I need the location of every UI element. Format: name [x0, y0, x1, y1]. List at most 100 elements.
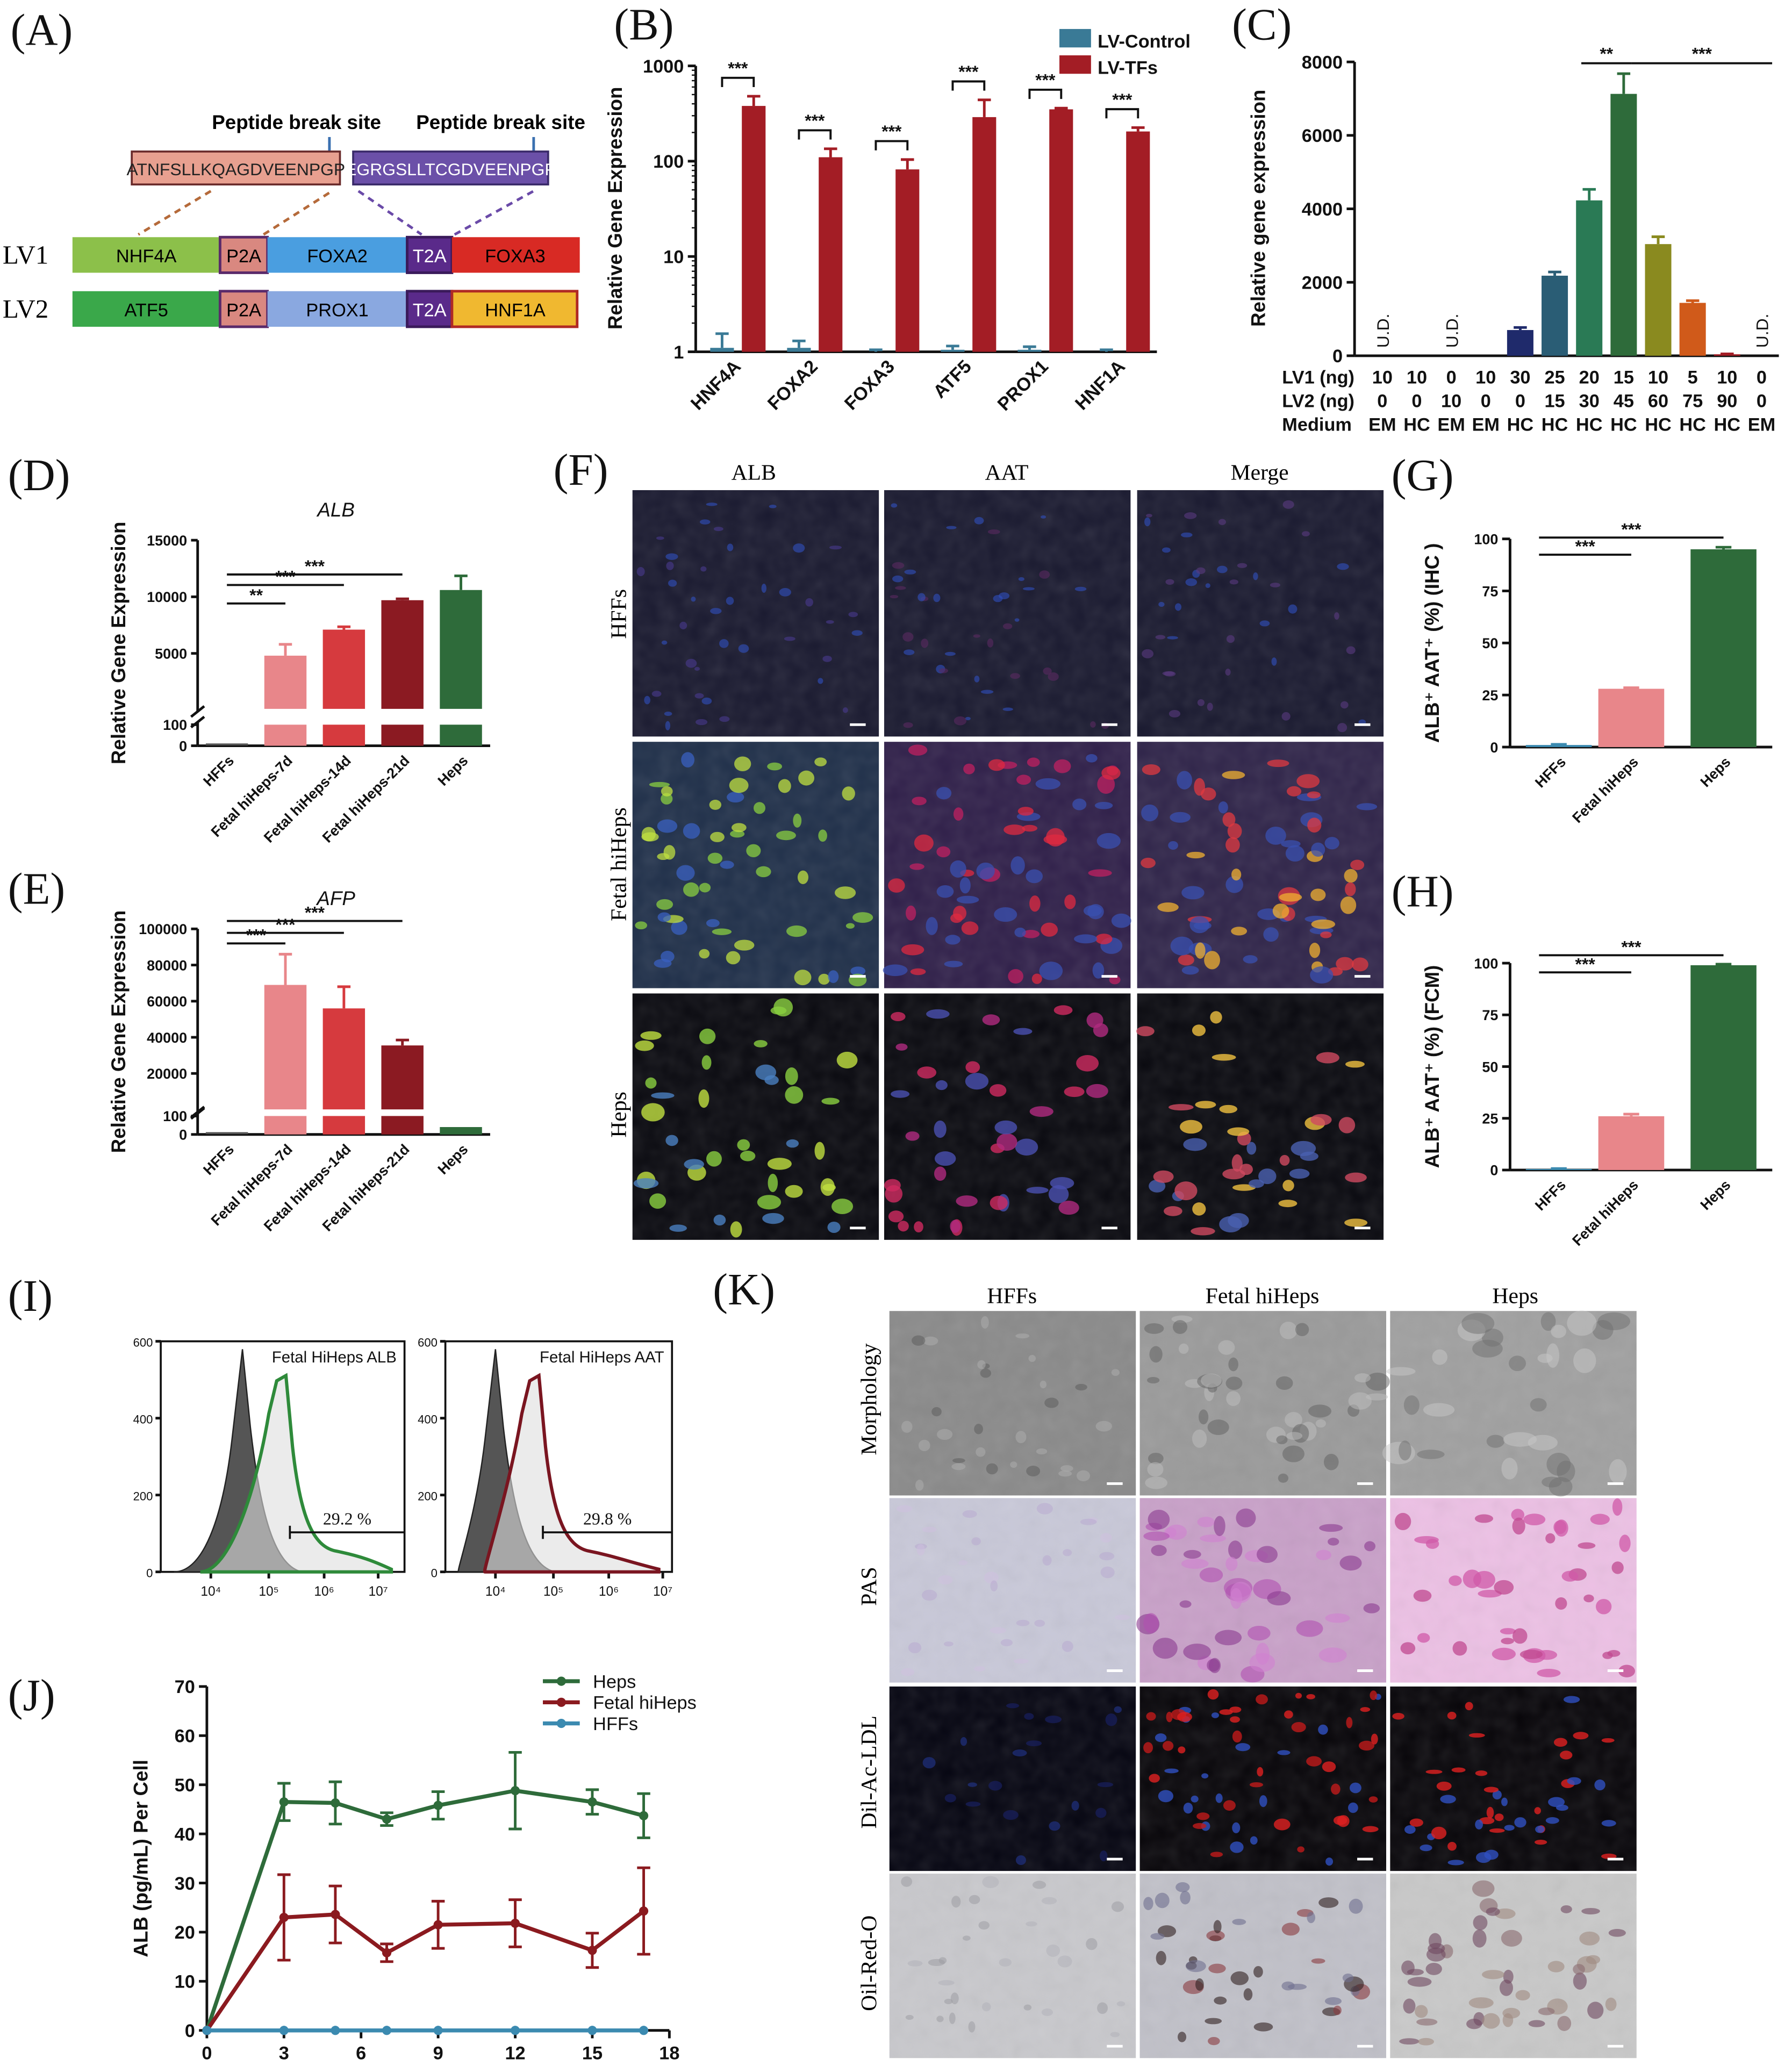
- chart-b-legend-swatch: [1059, 28, 1091, 48]
- panel-f-image-cell: [740, 1150, 756, 1161]
- chart-d: ALB 0 100 5000 10000 15000 Relative Gene Expre…: [107, 499, 490, 846]
- panel-k-image-cell: [1256, 1694, 1268, 1705]
- panel-f-image-cell: [1026, 1187, 1049, 1194]
- panel-f-image-cell: [767, 1158, 792, 1170]
- panel-k-image-cell: [1230, 1841, 1244, 1853]
- chart-c-y-label: Relative gene expression: [1247, 90, 1269, 327]
- panel-k-image-cell: [1503, 1969, 1514, 1984]
- panel-k: HFFs Fetal hiHeps Heps Morphology PAS Di…: [857, 1284, 1637, 2058]
- panel-f-image-cell: [768, 1173, 778, 1193]
- panel-k-image-cell: [1503, 1432, 1537, 1447]
- panel-f-image-cell: [936, 885, 954, 898]
- panel-f-image-cell: [713, 1214, 726, 1226]
- chart-i-y-tick-label: 400: [418, 1412, 438, 1426]
- panel-k-image-cell: [1156, 1950, 1166, 1965]
- panel-f-image-cell: [818, 678, 823, 684]
- panel-k-image-cell: [915, 1480, 924, 1491]
- panel-f-image-cell: [1197, 699, 1205, 706]
- panel-k-image-cell: [1205, 2018, 1222, 2025]
- panel-f-image-cell: [1239, 1164, 1253, 1175]
- panel-f-image-cell: [974, 516, 984, 525]
- panel-k-image-cell: [1152, 1638, 1178, 1659]
- panel-k-image-cell: [1594, 1779, 1605, 1791]
- panel-f-image-cell: [727, 543, 734, 551]
- panel-f-image-cell: [1310, 1114, 1332, 1126]
- panel-f-image-cell: [944, 960, 963, 967]
- panel-f-image-cell: [1015, 1138, 1038, 1156]
- chart-b-bar-control: [1017, 349, 1042, 352]
- panel-k-image-cell: [1110, 2032, 1120, 2038]
- panel-f-image-cell: [845, 923, 855, 929]
- chart-j-point: [382, 2026, 392, 2035]
- panel-f-image-cell: [1010, 856, 1025, 875]
- chart-j: 0102030405060700369121518Time (day)ALB (…: [130, 1672, 697, 2064]
- panel-k-image-cell: [1177, 2032, 1187, 2042]
- panel-k-image-cell: [1499, 1979, 1514, 1996]
- panel-f-image-cell: [1072, 798, 1087, 810]
- panel-f-image-cell: [1225, 837, 1240, 853]
- panel-k-image-cell: [1149, 1774, 1160, 1783]
- chart-b-significance-bracket: [875, 140, 909, 150]
- chart-j-x-tick-label: 15: [582, 2043, 603, 2064]
- chart-b-bar-control: [710, 348, 734, 352]
- panel-k-image-cell: [1200, 1373, 1222, 1388]
- panel-f-image-cell: [1178, 954, 1194, 966]
- lv2-segment: [267, 291, 407, 327]
- panel-f-image-cell: [685, 658, 697, 668]
- chartD-x-tick-label: HFFs: [200, 752, 237, 790]
- panel-f-image-cell: [1029, 895, 1041, 912]
- panel-f-image-cell: [1043, 667, 1052, 675]
- panel-k-image-cell: [1049, 1821, 1060, 1831]
- panel-f-image-cell: [726, 597, 734, 605]
- panel-f-image-cell: [936, 846, 951, 858]
- panel-k-image-cell: [1026, 1740, 1042, 1747]
- panel-k-image-cell: [1461, 1312, 1495, 1334]
- panel-f-image-cell: [699, 949, 710, 959]
- panel-f-image-cell: [1022, 587, 1035, 591]
- panel-f-image-cell: [710, 608, 722, 614]
- peptide-sequence-left: ATNFSLLKQAGDVEENPGP: [127, 160, 346, 179]
- panel-k-image-cell: [1198, 1409, 1209, 1425]
- panel-f-image-cell: [976, 862, 995, 880]
- panel-f-image-cell: [1092, 962, 1105, 979]
- panel-k-image-cell: [1473, 1915, 1488, 1931]
- panel-k-image-cell: [1178, 1746, 1186, 1754]
- panel-f-image-cell: [1344, 1218, 1368, 1227]
- panel-f-image-cell: [1346, 646, 1356, 655]
- panel-k-image-cell: [1581, 1907, 1600, 1914]
- panel-k-image-cell: [1199, 1567, 1223, 1583]
- chart-j-x-tick-label: 3: [279, 2043, 289, 2064]
- panel-k-image-cell: [1583, 1594, 1594, 1603]
- panel-k-image-cell: [1215, 1630, 1242, 1646]
- chart-b-legend-swatch: [1059, 55, 1091, 74]
- panel-k-image-cell: [1114, 1706, 1122, 1713]
- chart-h: 0 25 50 75 100 ALB⁺ AAT⁺ (%) (FCM) HFFs Fetal h…: [1421, 937, 1773, 1249]
- panel-k-image-cell: [1363, 1603, 1380, 1613]
- panel-f-image-cell: [1258, 1168, 1277, 1185]
- panel-k-image-cell: [1259, 1795, 1267, 1807]
- panel-k-image-cell: [999, 1958, 1012, 1967]
- chart-b-bar-control: [787, 348, 811, 352]
- chart-c-table-value: 30: [1579, 391, 1600, 412]
- panel-f-image-cell: [756, 866, 771, 878]
- panel-k-image-cell: [1399, 1440, 1411, 1461]
- panel-k-image-cell: [1509, 1355, 1526, 1372]
- panel-k-image-cell: [901, 1668, 915, 1676]
- panel-f-image-cell: [1201, 787, 1216, 801]
- panel-f-image-cell: [663, 845, 676, 860]
- chart-i-y-tick-label: 200: [133, 1489, 153, 1503]
- panel-f-image-cell: [965, 1073, 989, 1090]
- panel-k-image-cell: [1215, 1793, 1223, 1803]
- chart-j-point: [510, 1918, 520, 1928]
- panel-k-row-label: Dil-Ac-LDL: [857, 1716, 881, 1829]
- panel-k-image-cell: [1449, 1575, 1462, 1586]
- panel-f-image-cell: [1053, 1005, 1073, 1015]
- chart-j-point: [382, 1814, 392, 1824]
- panel-f-image-cell: [1231, 869, 1242, 881]
- panel-k-image-cell: [1549, 1477, 1573, 1497]
- panel-k-image-cell: [1473, 1570, 1495, 1589]
- panel-k-image-cell: [1256, 1546, 1278, 1563]
- chartE-significance-label: ***: [305, 903, 325, 922]
- panel-f-image-cell: [1195, 1101, 1216, 1109]
- chartD-bar-lower: [440, 724, 482, 746]
